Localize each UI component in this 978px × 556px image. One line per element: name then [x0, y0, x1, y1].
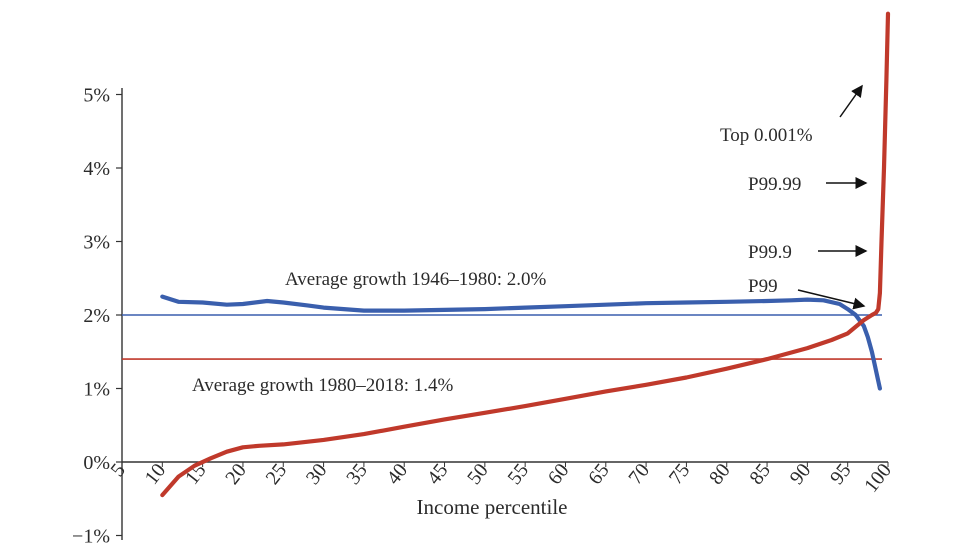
- x-tick-label: 35: [342, 460, 372, 489]
- x-tick-label: 85: [745, 460, 775, 489]
- x-tick-label: 65: [584, 460, 614, 489]
- x-tick-label: 30: [302, 460, 332, 489]
- reference-lines: [122, 314, 882, 360]
- x-ticks: 5 10 15 20 25 30 35 40 45 50 55 60 65 70 75 80 85 90 95 100: [106, 460, 895, 497]
- x-tick-label: 10: [141, 460, 171, 489]
- arrow-p99: [797, 289, 866, 310]
- y-tick-label: 3%: [83, 232, 110, 254]
- x-tick-label: 20: [221, 460, 251, 489]
- x-axis-title: Income percentile: [417, 495, 568, 519]
- x-tick-label: 25: [262, 460, 292, 489]
- series-line-1980–2018: [160, 11, 891, 498]
- y-tick-label: 5%: [83, 85, 110, 107]
- x-tick-label: 75: [665, 460, 695, 489]
- x-tick-label: 60: [544, 460, 574, 489]
- x-tick-label: 5: [106, 460, 129, 481]
- x-tick-label: 50: [463, 460, 493, 489]
- annotation-avg-1946-1980: Average growth 1946–1980: 2.0%: [285, 269, 547, 290]
- x-tick-label: 70: [624, 460, 654, 489]
- x-tick-label: 40: [383, 460, 413, 489]
- annotation-p99: P99: [748, 276, 778, 297]
- y-tick-label: 0%: [83, 452, 110, 474]
- y-tick-label: 4%: [83, 158, 110, 180]
- x-tick-label: 80: [705, 460, 735, 489]
- series-line-1946–1980: [160, 294, 882, 391]
- x-tick-label: 90: [786, 460, 816, 489]
- arrow-top-0-001: [839, 84, 863, 118]
- y-tick-label: 2%: [83, 305, 110, 327]
- y-tick-label: −1%: [72, 526, 110, 548]
- series-group: [160, 11, 891, 498]
- annotation-p99-99: P99.99: [748, 174, 801, 195]
- x-tick-label: 55: [503, 460, 533, 489]
- x-tick-label: 95: [826, 460, 856, 489]
- annotation-p99-9: P99.9: [748, 242, 792, 263]
- annotation-avg-1980-2018: Average growth 1980–2018: 1.4%: [192, 375, 454, 396]
- annotation-top-0-001: Top 0.001%: [720, 125, 813, 146]
- x-tick-label: 100: [860, 460, 896, 497]
- x-tick-label: 45: [423, 460, 453, 489]
- y-ticks: −1% 0% 1% 2% 3% 4% 5%: [72, 85, 122, 548]
- y-tick-label: 1%: [83, 379, 110, 401]
